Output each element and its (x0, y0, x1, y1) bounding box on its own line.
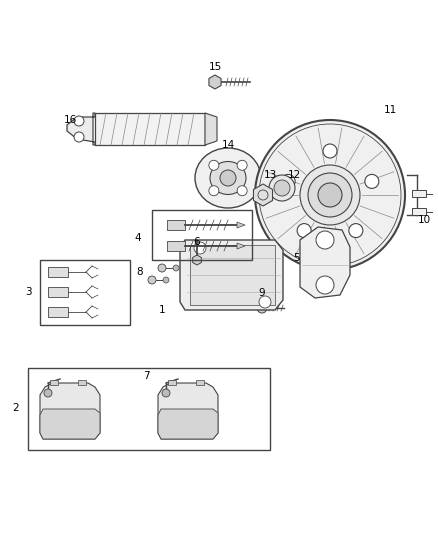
Circle shape (365, 174, 379, 188)
Text: 6: 6 (194, 237, 200, 247)
Polygon shape (193, 255, 201, 265)
Bar (167, 241, 185, 251)
Polygon shape (205, 113, 217, 145)
Text: 11: 11 (383, 105, 397, 115)
Bar (168, 380, 176, 385)
Bar (78, 380, 86, 385)
Circle shape (255, 120, 405, 270)
Text: 16: 16 (64, 115, 77, 125)
Circle shape (316, 231, 334, 249)
Circle shape (44, 389, 52, 397)
Polygon shape (40, 383, 100, 439)
Text: 2: 2 (13, 403, 19, 413)
Polygon shape (180, 240, 283, 310)
Bar (48, 307, 68, 317)
Circle shape (257, 303, 267, 313)
Bar (48, 287, 68, 297)
Bar (196, 380, 204, 385)
Circle shape (259, 296, 271, 308)
Bar (95, 113, 205, 145)
Circle shape (323, 144, 337, 158)
Circle shape (194, 242, 206, 254)
Polygon shape (158, 409, 218, 439)
Text: 3: 3 (25, 287, 31, 297)
Circle shape (209, 185, 219, 196)
Text: 10: 10 (417, 215, 431, 225)
Polygon shape (237, 222, 245, 228)
Bar (412, 208, 426, 215)
Bar (40, 260, 130, 325)
Circle shape (349, 224, 363, 238)
Text: 15: 15 (208, 62, 222, 72)
Text: 5: 5 (293, 253, 299, 263)
Polygon shape (158, 383, 218, 439)
Bar (167, 220, 185, 230)
Bar (28, 368, 270, 450)
Circle shape (74, 116, 84, 126)
Circle shape (308, 173, 352, 217)
Bar (48, 267, 68, 277)
Circle shape (162, 389, 170, 397)
Circle shape (74, 132, 84, 142)
Polygon shape (67, 113, 95, 145)
Polygon shape (254, 184, 272, 206)
Text: 12: 12 (287, 170, 300, 180)
Polygon shape (209, 75, 221, 89)
Text: 9: 9 (259, 288, 265, 298)
Circle shape (163, 277, 169, 283)
Circle shape (297, 224, 311, 238)
Polygon shape (40, 409, 100, 439)
Circle shape (158, 264, 166, 272)
Ellipse shape (210, 161, 246, 195)
Text: 7: 7 (143, 371, 149, 381)
Circle shape (209, 160, 219, 170)
Circle shape (274, 180, 290, 196)
Circle shape (237, 185, 247, 196)
Text: 1: 1 (159, 305, 165, 315)
Polygon shape (237, 243, 245, 249)
Bar (412, 190, 426, 197)
Bar (50, 380, 58, 385)
Polygon shape (300, 227, 350, 298)
Text: 8: 8 (137, 267, 143, 277)
Circle shape (316, 276, 334, 294)
Circle shape (300, 165, 360, 225)
Text: 14: 14 (221, 140, 235, 150)
Circle shape (148, 276, 156, 284)
Circle shape (237, 160, 247, 170)
Bar (190, 245, 275, 305)
Circle shape (318, 183, 342, 207)
Text: 4: 4 (135, 233, 141, 243)
Circle shape (281, 174, 295, 188)
Circle shape (220, 170, 236, 186)
Circle shape (269, 175, 295, 201)
Bar (152, 210, 252, 260)
Text: 13: 13 (263, 170, 277, 180)
Ellipse shape (195, 148, 261, 208)
Circle shape (173, 265, 179, 271)
